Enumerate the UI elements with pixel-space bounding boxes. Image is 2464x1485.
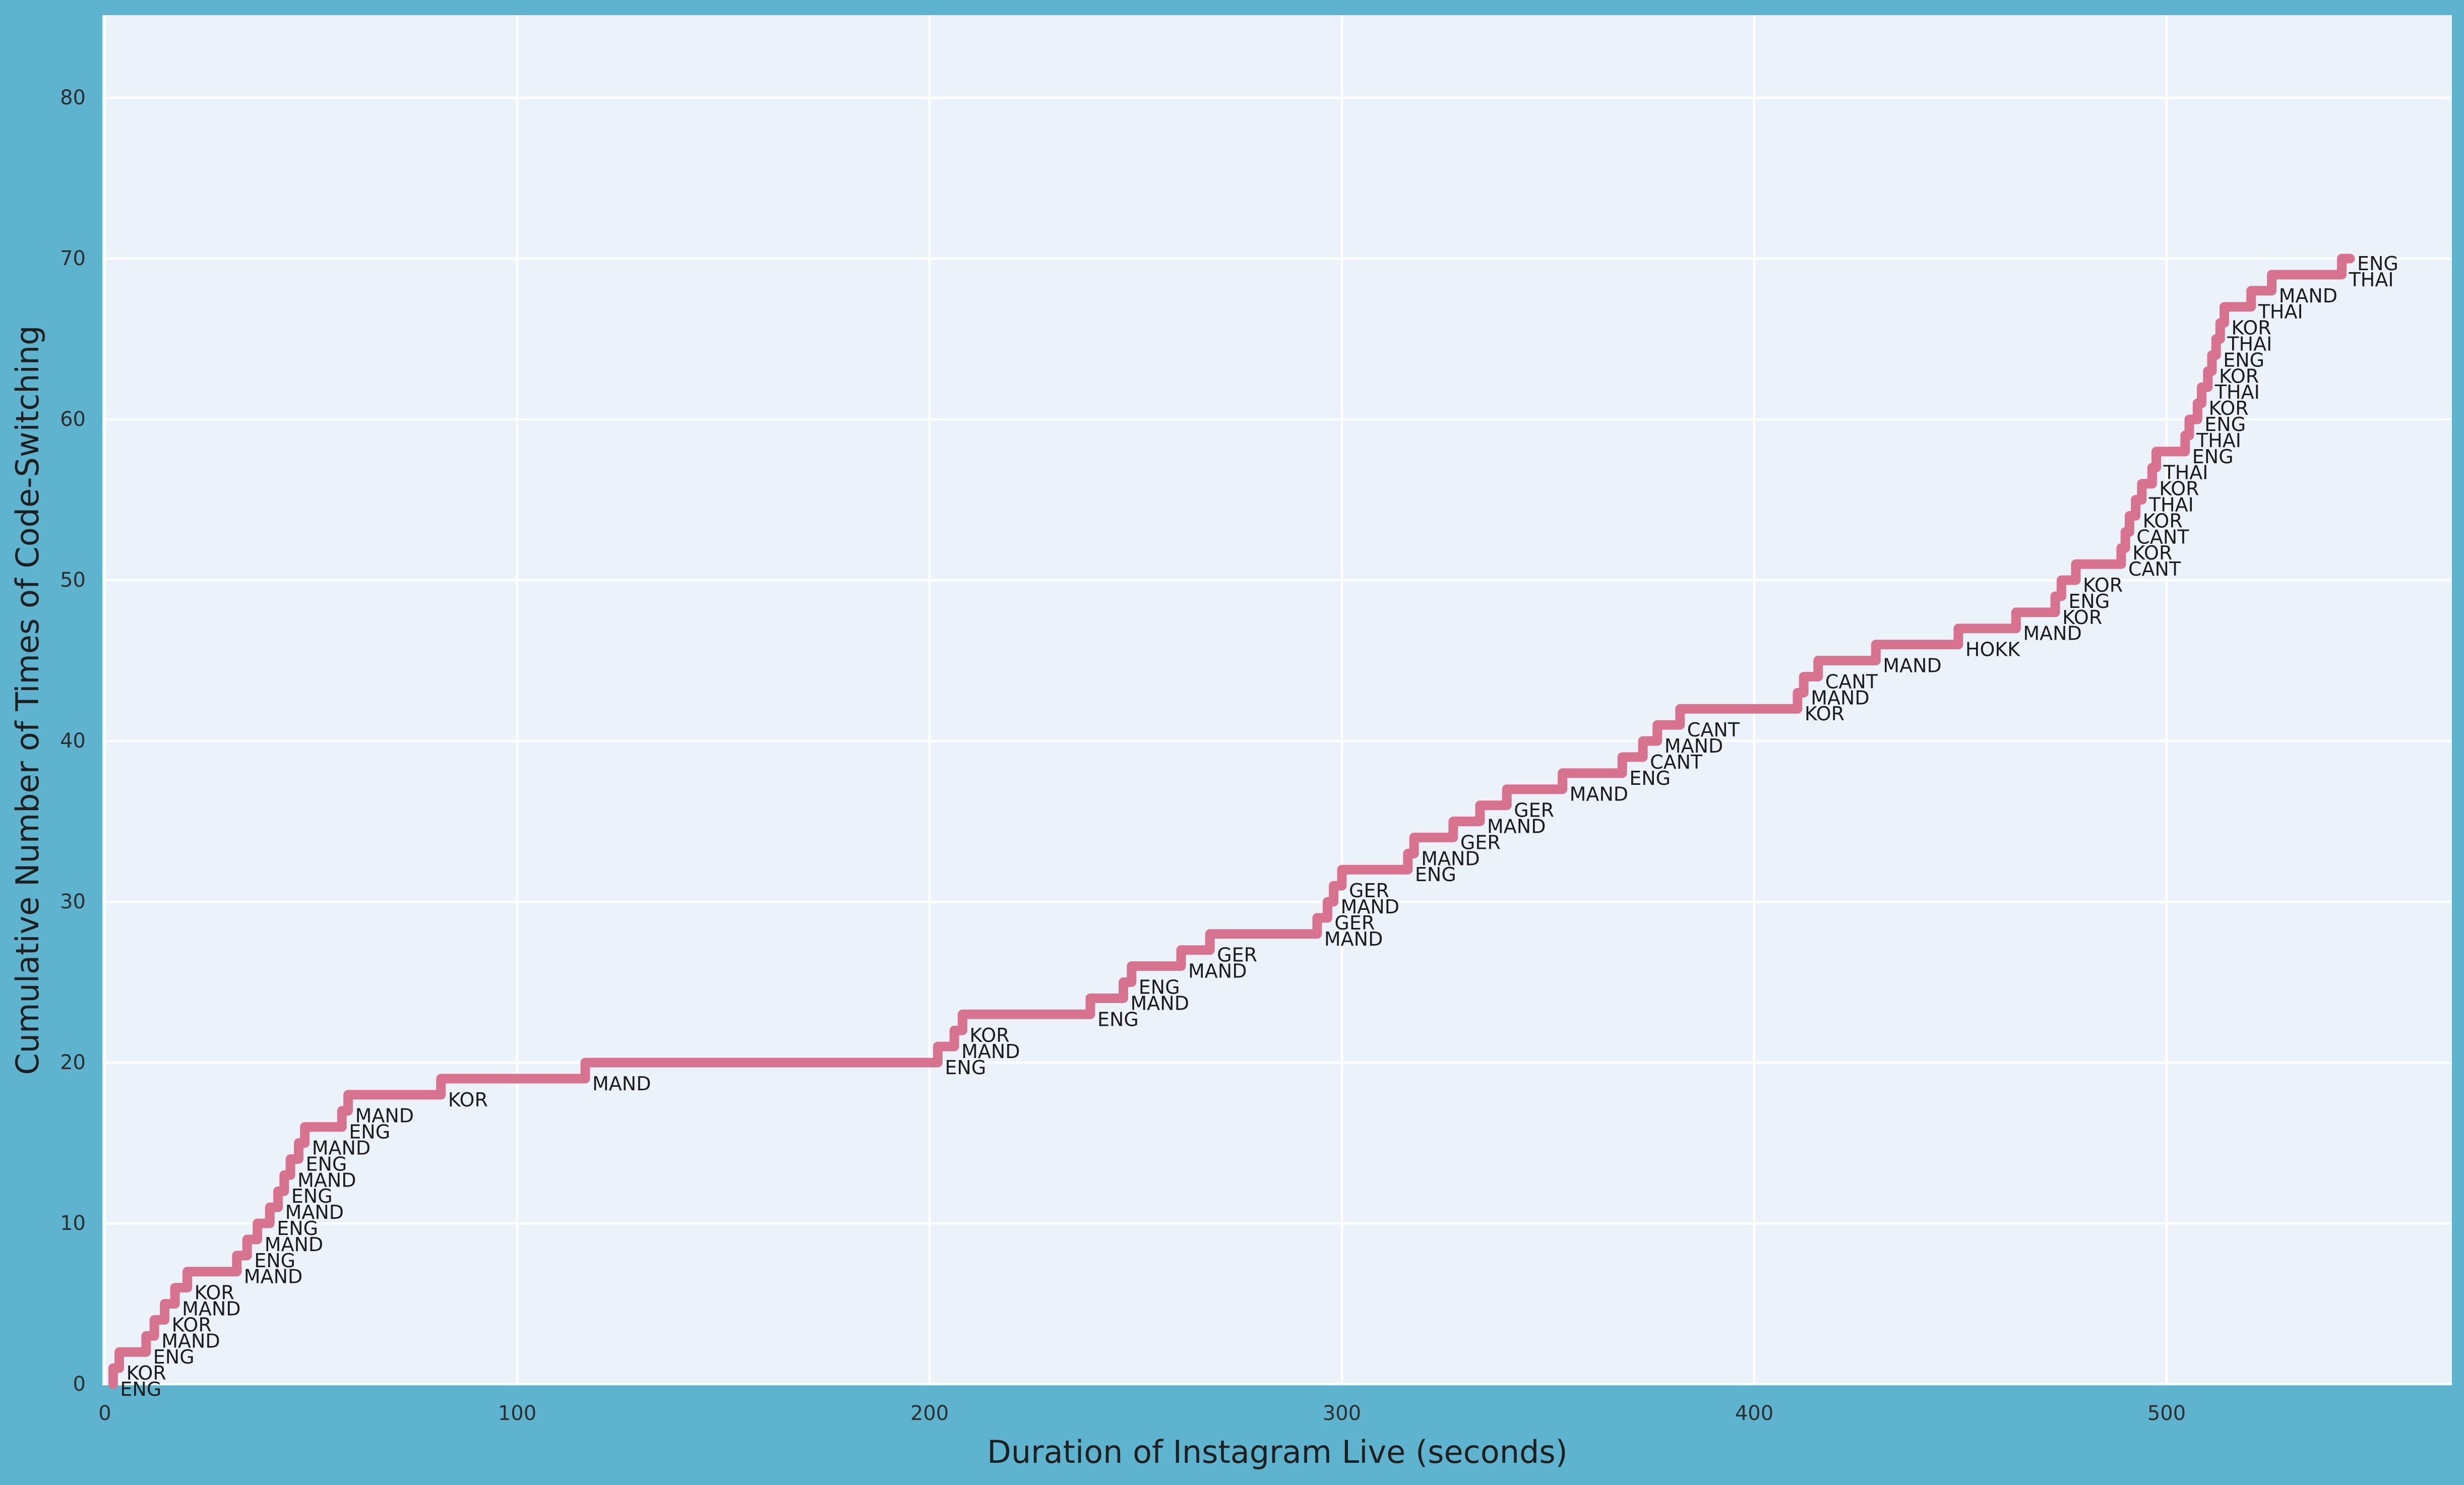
step-annotation-14-ENG: ENG <box>306 1153 347 1175</box>
step-annotation-5-MAND: MAND <box>182 1298 240 1320</box>
step-annotation-61-KOR: KOR <box>2209 397 2249 419</box>
step-annotation-41-CANT: CANT <box>1687 719 1740 741</box>
step-annotation-56-KOR: KOR <box>2159 478 2199 500</box>
step-annotation-64-ENG: ENG <box>2223 349 2264 371</box>
x-tick-label-200: 200 <box>910 1402 949 1425</box>
step-annotation-58-ENG: ENG <box>2192 446 2234 468</box>
step-annotation-68-MAND: MAND <box>2279 285 2337 307</box>
code-switching-step-line <box>108 254 2355 1389</box>
step-annotation-29-GER: GER <box>1334 912 1375 934</box>
step-annotation-36-GER: GER <box>1514 799 1554 822</box>
step-annotation-0-ENG: ENG <box>120 1378 161 1400</box>
step-annotation-42-KOR: KOR <box>1805 703 1844 725</box>
y-tick-label-40: 40 <box>60 729 86 753</box>
step-annotation-62-THAI: THAI <box>2214 381 2260 403</box>
step-annotation-4-KOR: KOR <box>172 1314 212 1336</box>
step-annotation-19-MAND: MAND <box>592 1073 651 1095</box>
step-annotation-49-ENG: ENG <box>2068 590 2110 612</box>
y-tick-label-30: 30 <box>60 890 86 913</box>
step-annotation-32-ENG: ENG <box>1415 863 1456 886</box>
step-annotation-9-MAND: MAND <box>265 1233 323 1256</box>
step-annotation-39-CANT: CANT <box>1650 751 1703 773</box>
step-annotation-30-MAND: MAND <box>1341 896 1399 918</box>
step-annotation-1-KOR: KOR <box>127 1362 166 1384</box>
step-annotation-35-MAND: MAND <box>1487 816 1546 838</box>
step-annotation-26-MAND: MAND <box>1188 960 1247 982</box>
step-annotation-46-HOKK: HOKK <box>1965 639 2020 661</box>
step-annotation-2-ENG: ENG <box>153 1346 195 1368</box>
x-tick-label-100: 100 <box>498 1402 536 1425</box>
plot-background <box>102 15 2452 1385</box>
step-annotation-55-THAI: THAI <box>2148 494 2194 516</box>
step-annotation-6-KOR: KOR <box>195 1282 234 1304</box>
x-tick-label-500: 500 <box>2147 1402 2186 1425</box>
step-annotation-52-KOR: KOR <box>2132 542 2172 564</box>
step-annotation-38-ENG: ENG <box>1629 767 1671 789</box>
step-line-layer <box>108 254 2355 1389</box>
step-annotation-28-MAND: MAND <box>1324 928 1383 950</box>
step-annotation-48-KOR: KOR <box>2062 606 2102 629</box>
y-tick-label-50: 50 <box>60 569 86 592</box>
plot-area-layer <box>102 15 2452 1385</box>
step-annotation-18-KOR: KOR <box>448 1089 488 1111</box>
step-annotation-53-CANT: CANT <box>2136 526 2189 548</box>
y-tick-label-80: 80 <box>60 86 86 109</box>
step-annotation-44-CANT: CANT <box>1825 670 1878 693</box>
step-annotation-57-THAI: THAI <box>2163 462 2208 484</box>
y-tick-label-10: 10 <box>60 1212 86 1235</box>
step-annotation-67-THAI: THAI <box>2258 301 2303 323</box>
step-annotation-34-GER: GER <box>1460 831 1501 853</box>
step-annotation-12-ENG: ENG <box>291 1185 333 1207</box>
step-annotation-47-MAND: MAND <box>2023 623 2081 645</box>
step-annotation-31-GER: GER <box>1349 880 1389 902</box>
step-annotation-65-THAI: THAI <box>2227 333 2272 355</box>
y-tick-label-70: 70 <box>60 247 86 270</box>
y-tick-label-0: 0 <box>73 1373 86 1396</box>
step-annotation-70-ENG: ENG <box>2357 253 2398 275</box>
tick-label-layer: 0 100 200 300 400 500 0 10 20 30 40 50 60 70 80 <box>60 86 2186 1425</box>
step-annotation-43-MAND: MAND <box>1811 687 1869 709</box>
step-annotation-15-MAND: MAND <box>312 1137 371 1159</box>
step-annotation-13-MAND: MAND <box>297 1169 356 1191</box>
step-annotation-50-KOR: KOR <box>2083 574 2123 596</box>
step-annotation-25-ENG: ENG <box>1139 976 1180 999</box>
step-annotation-63-KOR: KOR <box>2219 365 2259 387</box>
step-annotation-51-CANT: CANT <box>2128 558 2181 580</box>
step-annotation-11-MAND: MAND <box>285 1201 344 1223</box>
step-annotation-8-ENG: ENG <box>254 1250 295 1272</box>
y-tick-label-20: 20 <box>60 1051 86 1074</box>
step-annotation-10-ENG: ENG <box>277 1217 318 1240</box>
step-annotation-20-ENG: ENG <box>945 1057 986 1079</box>
step-annotation-45-MAND: MAND <box>1883 655 1941 677</box>
annotation-layer: ENGKORENGMANDKORMANDKORMANDENGMANDENGMAN… <box>120 253 2398 1400</box>
step-annotation-37-MAND: MAND <box>1570 783 1628 806</box>
x-tick-label-0: 0 <box>98 1402 111 1425</box>
step-annotation-3-MAND: MAND <box>161 1330 220 1352</box>
step-annotation-40-MAND: MAND <box>1665 735 1723 757</box>
step-annotation-7-MAND: MAND <box>244 1266 302 1288</box>
gridline-layer <box>102 15 2452 1386</box>
step-annotation-27-GER: GER <box>1217 944 1257 966</box>
step-annotation-54-KOR: KOR <box>2143 510 2183 532</box>
step-annotation-59-THAI: THAI <box>2196 429 2241 452</box>
step-annotation-21-MAND: MAND <box>961 1040 1020 1063</box>
x-axis-title: Duration of Instagram Live (seconds) <box>987 1434 1568 1470</box>
step-annotation-33-MAND: MAND <box>1421 847 1480 870</box>
step-annotation-69-THAI: THAI <box>2349 269 2394 291</box>
step-annotation-60-ENG: ENG <box>2204 413 2246 436</box>
step-annotation-16-ENG: ENG <box>349 1121 390 1143</box>
x-tick-label-400: 400 <box>1735 1402 1773 1425</box>
step-annotation-24-MAND: MAND <box>1131 992 1189 1014</box>
step-annotation-22-KOR: KOR <box>969 1024 1009 1046</box>
step-annotation-23-ENG: ENG <box>1097 1008 1139 1030</box>
step-annotation-66-KOR: KOR <box>2232 317 2271 339</box>
y-axis-title: Cumulative Number of Times of Code-Switc… <box>9 326 46 1075</box>
x-tick-label-300: 300 <box>1323 1402 1361 1425</box>
y-tick-label-60: 60 <box>60 408 86 431</box>
step-annotation-17-MAND: MAND <box>355 1105 414 1127</box>
